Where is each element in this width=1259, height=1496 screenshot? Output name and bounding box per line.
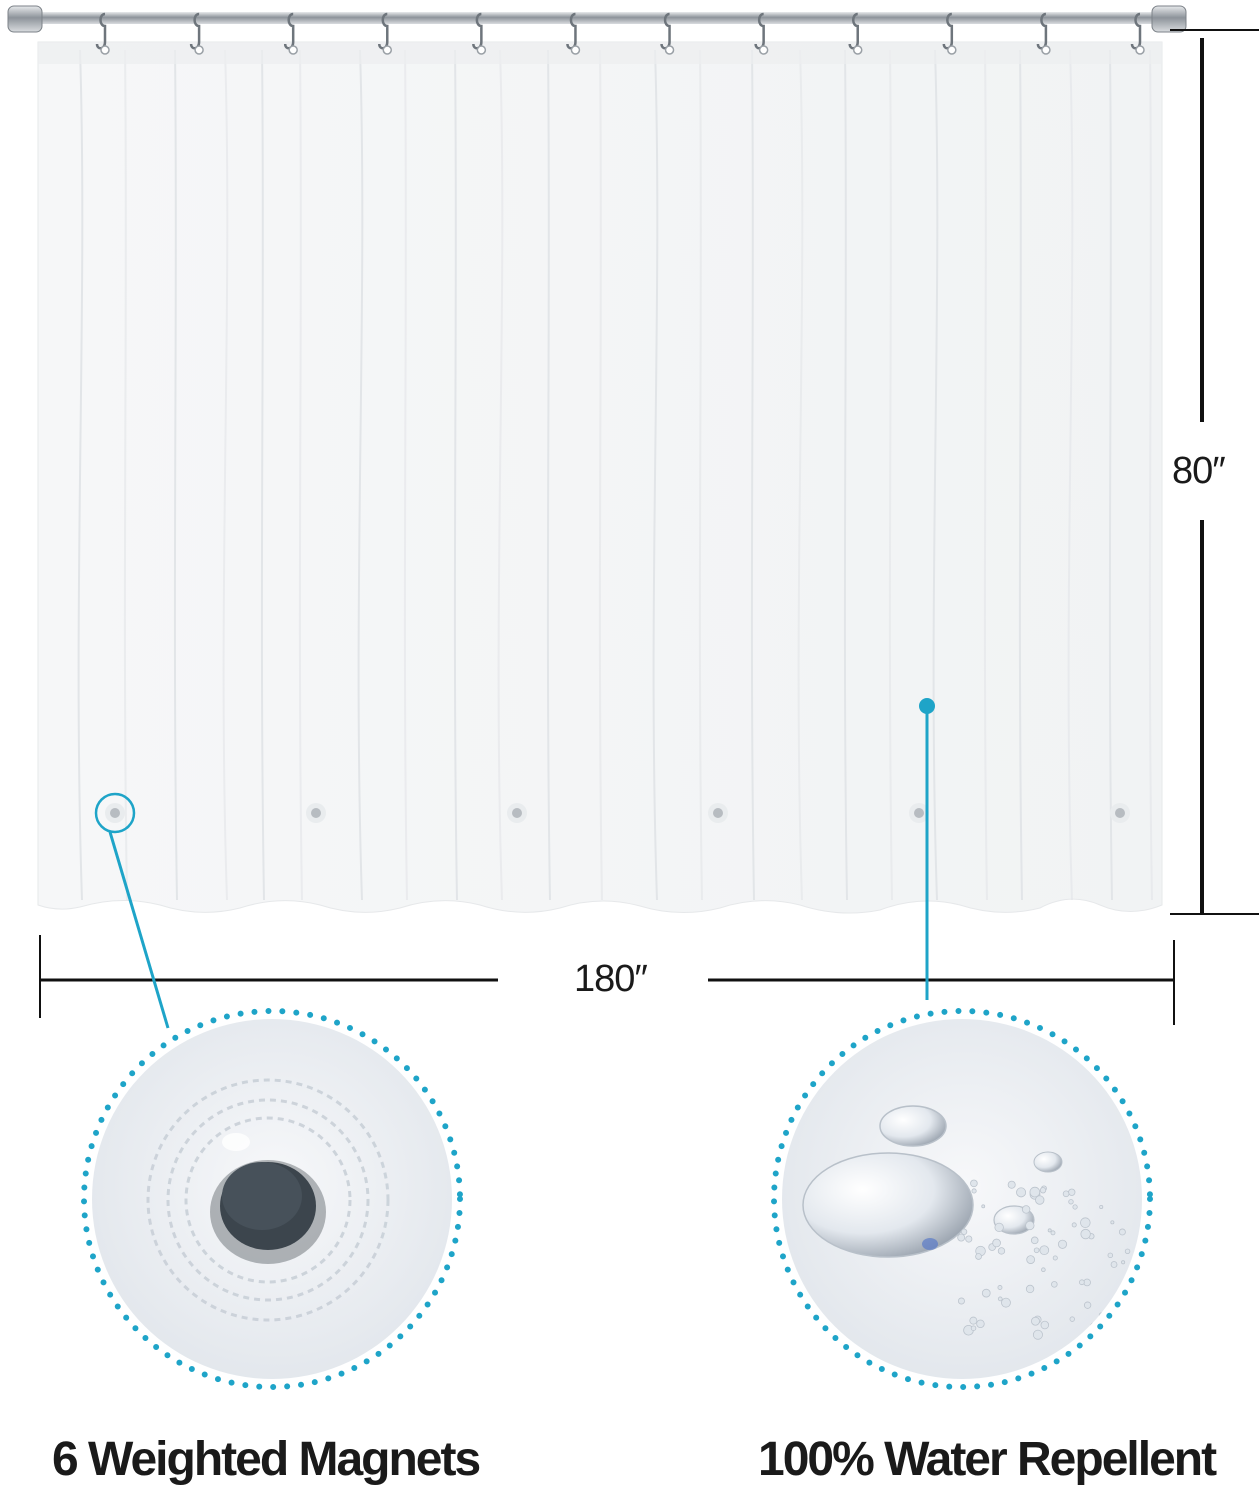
water-droplets-closeup-icon: [771, 1008, 1153, 1390]
hook-icon: [1130, 12, 1145, 55]
hook-icon: [660, 12, 675, 55]
magnet-dot-icon: [507, 803, 527, 823]
hook-icon: [283, 12, 298, 55]
height-dimension: [1170, 29, 1259, 915]
magnet-dot-icon: [909, 803, 929, 823]
curtain-magnets: [105, 803, 1130, 823]
magnet-dot-icon: [708, 803, 728, 823]
hook-icon: [566, 12, 581, 55]
curtain-hooks: [95, 12, 1145, 55]
shower-curtain: [37, 41, 1163, 914]
hook-icon: [1036, 12, 1051, 55]
height-label: 80″: [1172, 450, 1226, 492]
hook-icon: [378, 12, 393, 55]
magnet-dot-icon: [105, 803, 125, 823]
magnet-dot-icon: [306, 803, 326, 823]
magnet-callout: [94, 792, 170, 1029]
magnet-closeup-icon: [81, 1008, 463, 1390]
water-callout: [919, 698, 935, 1000]
hook-icon: [754, 12, 769, 55]
hook-icon: [472, 12, 487, 55]
hook-icon: [848, 12, 863, 55]
feature-caption-magnets: 6 Weighted Magnets: [52, 1433, 481, 1486]
hook-icon: [189, 12, 204, 55]
curtain-rod: [7, 5, 1187, 33]
hook-icon: [942, 12, 957, 55]
hook-icon: [95, 12, 110, 55]
magnet-dot-icon: [1110, 803, 1130, 823]
feature-caption-water-repellent: 100% Water Repellent: [758, 1433, 1217, 1486]
width-label: 180″: [574, 958, 648, 1000]
width-dimension: [39, 935, 1175, 1025]
